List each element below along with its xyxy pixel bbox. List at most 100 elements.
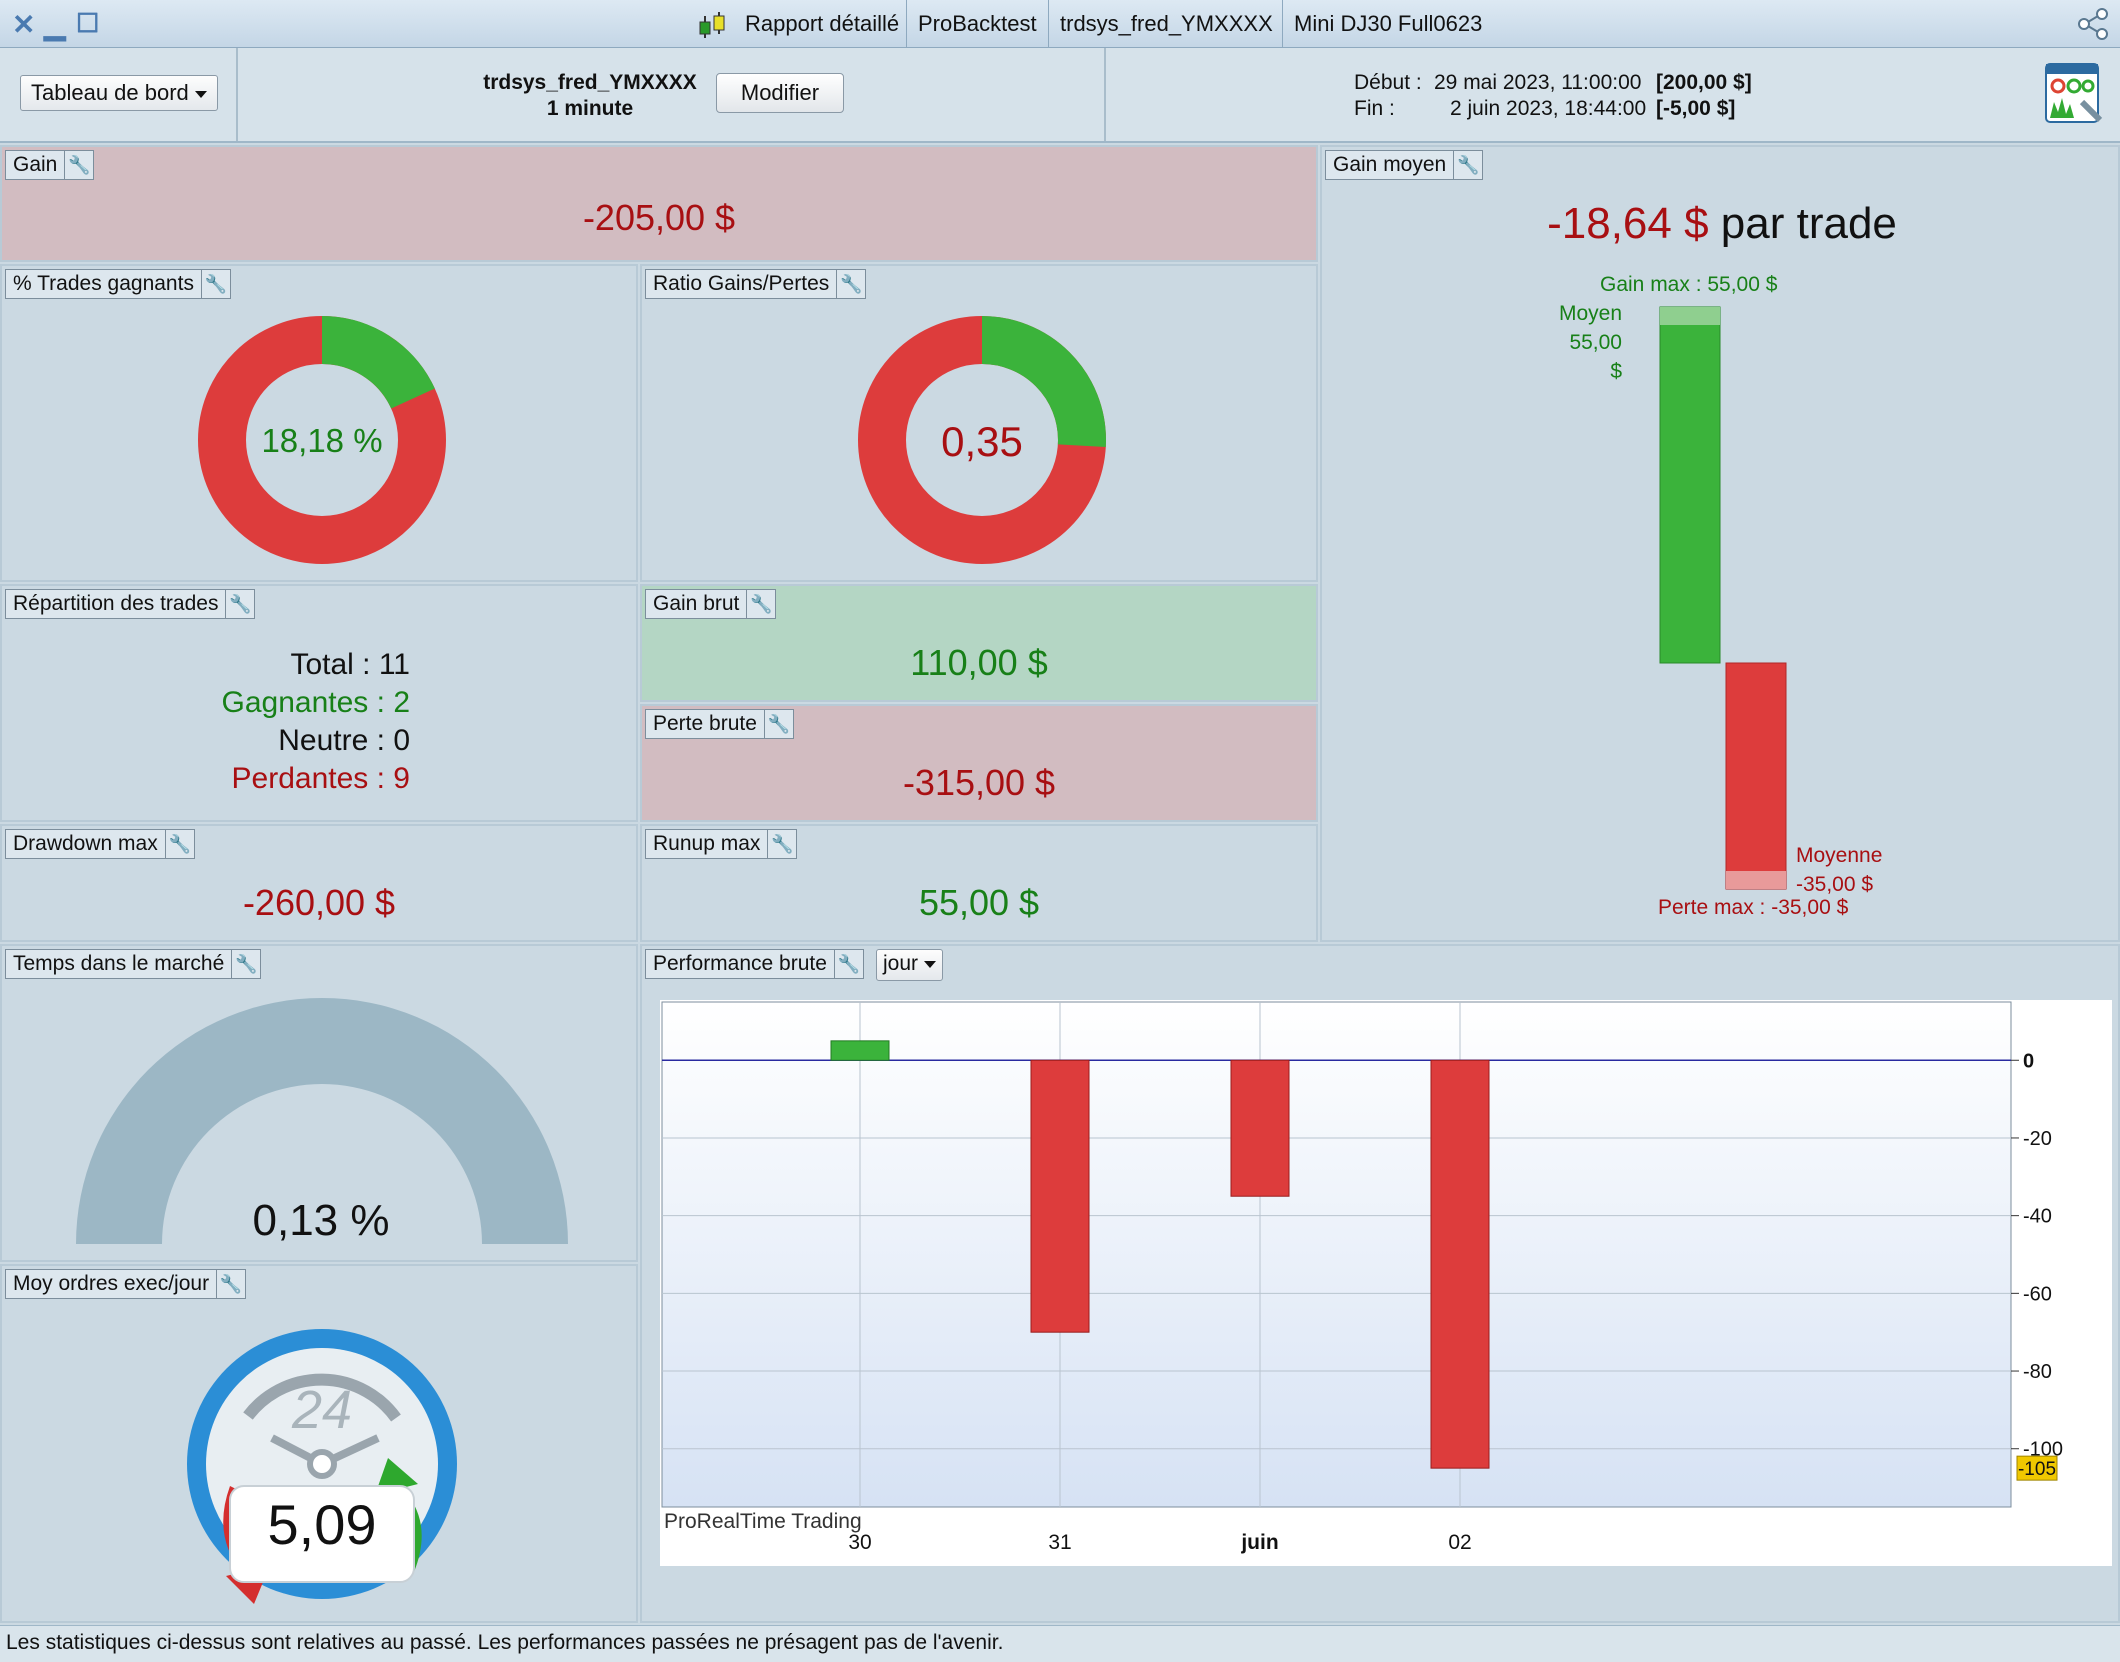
wrench-icon[interactable]: 🔧 <box>840 274 863 294</box>
performance-label: Performance brute <box>646 950 835 978</box>
wrench-icon[interactable]: 🔧 <box>204 274 228 294</box>
performance-label-box: Performance brute 🔧 <box>645 949 864 979</box>
time-in-market-label: Temps dans le marché <box>6 950 233 978</box>
tab-system-name[interactable]: trdsys_fred_YMXXXX <box>1048 0 1284 48</box>
runup-value: 55,00 $ <box>918 882 1040 923</box>
x-tick-label: 30 <box>848 1531 871 1554</box>
close-icon[interactable]: ✕ <box>12 9 36 40</box>
avg-gain-suffix: par trade <box>1708 199 1897 248</box>
divider <box>1104 48 1106 141</box>
x-tick-label: juin <box>1240 1531 1278 1554</box>
winning-trades-label: % Trades gagnants <box>6 270 202 298</box>
winning-trades-label-box: % Trades gagnants 🔧 <box>5 269 231 299</box>
gauge-arc <box>76 998 568 1244</box>
dashboard-select-label: Tableau de bord <box>31 80 189 105</box>
wrench-icon[interactable]: 🔧 <box>1457 155 1480 175</box>
runup-label-box: Runup max 🔧 <box>645 829 798 859</box>
ratio-value: 0,35 <box>941 418 1023 465</box>
start-date: 29 mai 2023, 11:00:00 <box>1434 71 1642 94</box>
avg-loss-annotation: Moyenne -35,00 $ <box>1796 841 1882 899</box>
system-name: trdsys_fred_YMXXXX <box>483 71 697 94</box>
minimize-icon[interactable]: ▁ <box>44 9 66 40</box>
tab-detailed-report[interactable]: Rapport détaillé <box>745 11 900 36</box>
clock-number: 24 <box>291 1380 352 1440</box>
avg-gain-panel: Gain moyen 🔧 -18,64 $ par trade Gain max … <box>1320 145 2120 942</box>
perf-bar <box>1430 1059 1490 1469</box>
bar-layer <box>830 1040 1490 1469</box>
modify-button[interactable]: Modifier <box>716 73 844 113</box>
performance-chart: 0 -20 -40 -60 -80 -100 30 31 juin 02 -105 ProRealT… <box>660 1000 2112 1566</box>
orders-panel: Moy ordres exec/jour 🔧 24 5,09 <box>0 1264 638 1623</box>
y-tick-label: -100 <box>2023 1439 2063 1461</box>
start-label: Début : <box>1354 71 1422 94</box>
distribution-panel: Répartition des trades 🔧 Total : 11 Gagna… <box>0 584 638 822</box>
wrench-icon[interactable]: 🔧 <box>219 1274 243 1294</box>
tab-probacktest[interactable]: ProBacktest <box>906 0 1048 48</box>
last-value-label: -105 <box>2018 1459 2056 1480</box>
distribution-list: Total : 11 Gagnantes : 2 Neutre : 0 Perd… <box>2 646 410 798</box>
winning-trades-donut <box>198 316 446 564</box>
winning-trades-panel: % Trades gagnants 🔧 18,18 % <box>0 264 638 582</box>
gross-loss-label-box: Perte brute 🔧 <box>645 709 794 739</box>
wrench-icon[interactable]: 🔧 <box>750 594 773 614</box>
wrench-icon[interactable]: 🔧 <box>837 954 861 974</box>
clock-value-box <box>229 1485 415 1583</box>
total-trades: Total : 11 <box>290 648 410 681</box>
share-icon[interactable] <box>2076 8 2112 40</box>
grid-layer <box>662 1002 2011 1507</box>
start-value: [200,00 $] <box>1656 71 1752 94</box>
wrench-icon[interactable]: 🔧 <box>771 834 794 854</box>
wrench-icon[interactable]: 🔧 <box>229 594 252 614</box>
time-in-market-panel: Temps dans le marché 🔧 0,13 % <box>0 944 638 1262</box>
winning-trades-value: 18,18 % <box>261 422 383 459</box>
tab-instrument[interactable]: Mini DJ30 Full0623 <box>1282 0 1493 48</box>
avg-win-value: 55,00 $ <box>1569 331 1622 383</box>
avg-loss-label: Moyenne <box>1796 844 1883 867</box>
dashboard-select[interactable]: Tableau de bord <box>20 75 218 111</box>
orders-label: Moy ordres exec/jour <box>6 1270 218 1298</box>
period-select[interactable]: jour <box>876 949 944 981</box>
avg-win-label: Moyen <box>1558 302 1622 325</box>
x-tick-label: 31 <box>1048 1531 1071 1554</box>
time-in-market-value: 0,13 % <box>252 1196 390 1245</box>
y-tick-label: -20 <box>2023 1128 2052 1150</box>
report-header: Tableau de bord trdsys_fred_YMXXXX 1 min… <box>0 48 2120 143</box>
maximize-icon[interactable]: ☐ <box>76 8 100 38</box>
orders-label-box: Moy ordres exec/jour 🔧 <box>5 1269 247 1299</box>
gain-panel: Gain 🔧 -205,00 $ <box>0 145 1318 262</box>
runup-label: Runup max <box>646 830 769 858</box>
gross-gain-label: Gain brut <box>646 590 748 618</box>
y-tick-label: -80 <box>2023 1361 2052 1383</box>
avg-gain-label: Gain moyen <box>1326 151 1455 179</box>
time-in-market-gauge <box>76 998 568 1244</box>
gross-loss-value: -315,00 $ <box>902 762 1056 803</box>
ratio-label: Ratio Gains/Pertes <box>646 270 838 298</box>
perf-bar <box>1030 1059 1090 1333</box>
loss-max-marker <box>1726 871 1786 889</box>
perf-bar <box>830 1040 890 1061</box>
chevron-down-icon <box>924 960 937 968</box>
avg-win-bar <box>1659 306 1721 664</box>
drawdown-label: Drawdown max <box>6 830 166 858</box>
wrench-icon[interactable]: 🔧 <box>168 834 191 854</box>
divider <box>236 48 238 141</box>
gross-gain-panel: Gain brut 🔧 110,00 $ <box>640 584 1318 702</box>
report-settings-icon[interactable] <box>2044 62 2104 126</box>
tick-layer: 0 -20 -40 -60 -80 -100 30 31 juin 02 -105 <box>848 1050 2063 1554</box>
plot-area <box>661 1001 2012 1508</box>
wrench-icon[interactable]: 🔧 <box>235 954 258 974</box>
time-in-market-label-box: Temps dans le marché 🔧 <box>5 949 262 979</box>
donut-gain-segment <box>858 316 1106 564</box>
timeframe: 1 minute <box>546 97 634 120</box>
avg-win-annotation: Moyen 55,00 $ <box>1556 299 1622 386</box>
wrench-icon[interactable]: 🔧 <box>767 714 791 734</box>
win-max-marker <box>1660 307 1720 325</box>
y-tick-label: 0 <box>2023 1050 2034 1072</box>
system-info: trdsys_fred_YMXXXX 1 minute <box>470 70 710 122</box>
wrench-icon[interactable]: 🔧 <box>68 155 91 175</box>
performance-panel: Performance brute 🔧 jour 0 -20 -40 -60 -80 -10… <box>640 944 2120 1623</box>
chevron-down-icon <box>194 90 207 98</box>
loss-max-label: Perte max : -35,00 $ <box>1658 896 1849 919</box>
donut-winning-segment <box>198 316 446 564</box>
title-bar: ✕ ▁ ☐ Rapport détaillé ProBacktest trdsy… <box>0 0 2120 48</box>
